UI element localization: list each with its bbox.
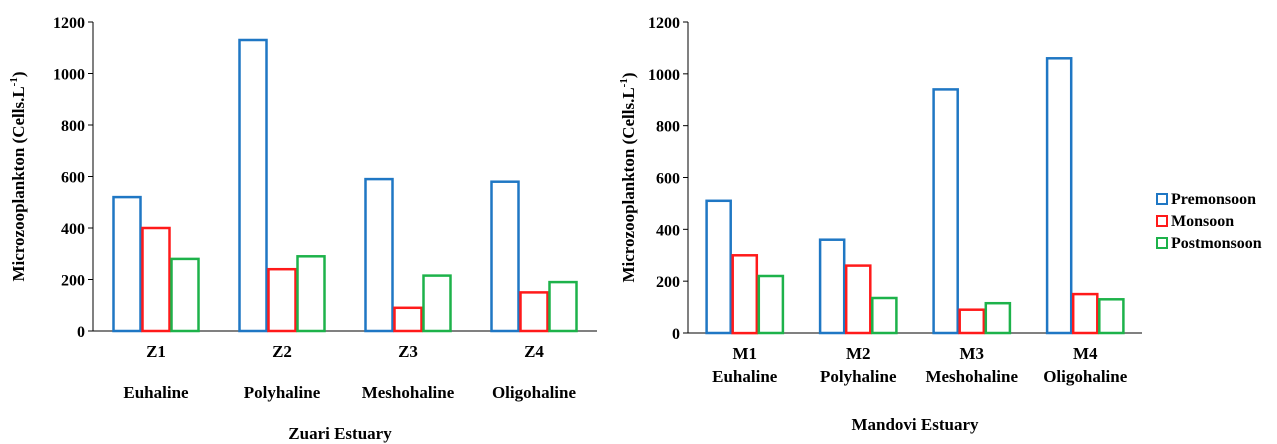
legend-label-postmonsoon: Postmonsoon [1171,235,1262,252]
chart-1: 0 200 400 600 800 1000 1200 Z1 Euhaline Z2 Polyhal… [8,15,597,443]
bar-monsoon-m4 [1071,292,1099,335]
x-axis-title: Mandovi Estuary [851,415,979,434]
bar-premonsoon-z3 [364,177,394,333]
legend: Premonsoon Monsoon Postmonsoon [1156,191,1262,252]
legend-label-premonsoon: Premonsoon [1171,191,1256,208]
y-tick-label: 600 [61,170,85,187]
bar-premonsoon-m4 [1045,57,1073,335]
bar-monsoon-m1 [731,254,759,335]
bar-monsoon-m2 [844,264,872,335]
y-tick-label: 200 [656,274,680,291]
x-subcategory-label: Euhaline [712,367,778,386]
x-tick-label: Z4 [524,342,544,361]
y-tick-label: 1000 [53,67,85,84]
y-tick-label: 400 [656,222,680,239]
bar-monsoon-z2 [267,267,297,333]
bar-postmonsoon-z4 [548,280,578,333]
bar-premonsoon-z1 [112,195,142,333]
bar-postmonsoon-m3 [984,301,1012,335]
x-subcategory-label: Oligohaline [1043,367,1128,386]
x-tick-label: M2 [846,344,871,363]
y-tick-label: 0 [77,324,85,341]
x-tick-label: M4 [1073,344,1098,363]
bar-monsoon-z3 [393,306,423,333]
y-tick-label: 800 [61,118,85,135]
x-axis-title: Zuari Estuary [288,424,392,443]
x-tick-label: Z1 [146,342,166,361]
y-tick-label: 0 [672,326,680,343]
x-tick-label: Z2 [272,342,292,361]
bar-postmonsoon-z1 [170,257,200,333]
x-tick-label: M3 [959,344,984,363]
y-tick-label: 200 [61,273,85,290]
x-subcategory-label: Polyhaline [820,367,897,386]
bar-postmonsoon-m4 [1098,298,1125,335]
bar-monsoon-m3 [958,308,986,335]
x-subcategory-label: Euhaline [123,383,189,402]
bar-postmonsoon-z3 [422,274,452,333]
bar-premonsoon-z2 [238,38,268,333]
x-tick-label: Z3 [398,342,418,361]
x-subcategory-label: Oligohaline [492,383,577,402]
y-tick-label: 1200 [53,15,85,32]
y-axis-title: Microzooplankton (Cells.L-1) [8,71,28,281]
bar-postmonsoon-m1 [757,274,785,335]
legend-swatch-monsoon [1156,215,1168,227]
x-subcategory-label: Meshohaline [925,367,1018,386]
y-tick-label: 1000 [648,67,680,84]
bar-monsoon-z4 [519,291,549,333]
legend-swatch-premonsoon [1156,193,1168,205]
y-tick-label: 600 [656,171,680,188]
bar-premonsoon-m1 [705,199,732,335]
y-tick-label: 1200 [648,15,680,32]
bar-monsoon-z1 [141,226,171,333]
bar-postmonsoon-z2 [296,255,326,333]
bar-postmonsoon-m2 [871,296,898,335]
bar-premonsoon-m2 [818,238,846,335]
y-tick-label: 800 [656,119,680,136]
x-tick-label: M1 [732,344,757,363]
legend-swatch-postmonsoon [1156,237,1168,249]
bar-premonsoon-m3 [932,88,959,335]
chart-2: 0 200 400 600 800 1000 1200 M1 Euhaline M2 Polyhal… [618,15,1142,434]
y-tick-label: 400 [61,221,85,238]
y-axis-title: Microzooplankton (Cells.L-1) [618,72,638,282]
x-subcategory-label: Polyhaline [244,383,321,402]
bar-premonsoon-z4 [490,180,520,333]
legend-label-monsoon: Monsoon [1171,213,1234,230]
x-subcategory-label: Meshohaline [362,383,455,402]
